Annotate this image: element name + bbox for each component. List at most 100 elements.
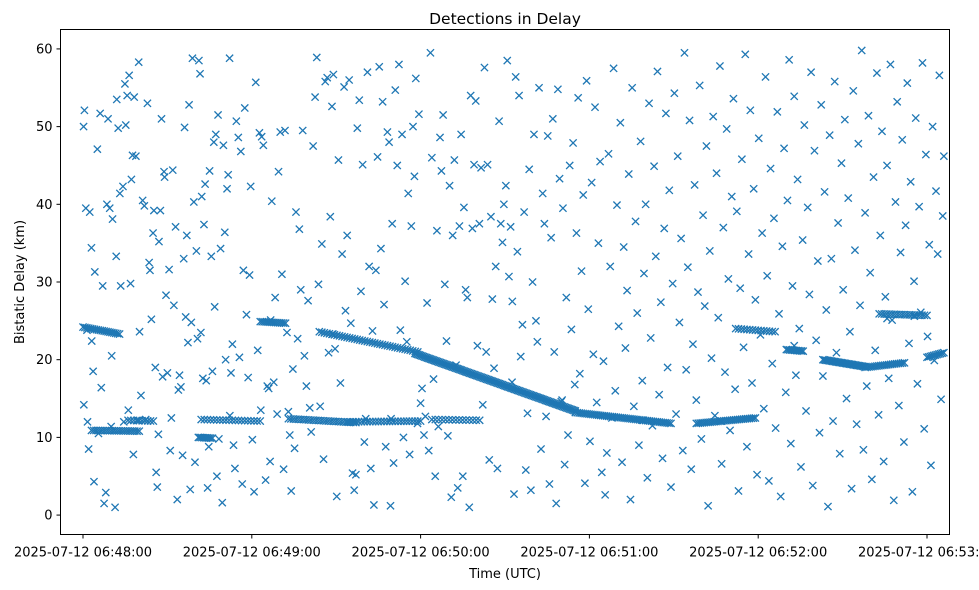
detection-marker: [574, 93, 583, 102]
detection-marker: [623, 286, 632, 295]
detection-marker: [277, 270, 286, 279]
detection-marker: [491, 262, 500, 271]
detection-marker: [904, 339, 914, 348]
detection-marker: [690, 180, 699, 189]
detection-marker: [830, 77, 839, 86]
detection-marker: [847, 484, 856, 493]
detection-marker: [698, 211, 708, 220]
detection-marker: [118, 182, 128, 191]
detection-marker: [867, 475, 876, 484]
detection-marker: [387, 414, 396, 423]
detection-marker: [834, 218, 843, 228]
detection-marker: [790, 92, 799, 101]
detection-marker: [839, 285, 848, 294]
detection-marker: [314, 280, 323, 289]
detection-marker: [248, 435, 257, 444]
detection-marker: [754, 134, 763, 143]
detection-marker: [871, 346, 880, 355]
detection-marker: [116, 281, 125, 290]
detection-marker: [434, 422, 443, 431]
detection-marker: [861, 208, 870, 217]
detection-marker: [437, 166, 446, 175]
detection-marker: [331, 344, 340, 353]
detection-marker: [120, 79, 129, 88]
detection-marker: [234, 133, 243, 142]
detection-marker: [343, 231, 352, 240]
detection-marker: [411, 74, 420, 83]
detection-marker: [526, 486, 535, 495]
detection-marker: [169, 301, 178, 310]
detection-marker: [896, 248, 905, 257]
detection-marker: [548, 114, 557, 123]
detection-marker: [288, 364, 297, 374]
detection-marker: [386, 501, 395, 510]
detection-marker: [533, 337, 542, 346]
detection-marker: [717, 417, 726, 426]
detection-marker: [668, 279, 677, 288]
detection-marker: [273, 410, 282, 419]
detection-marker: [356, 287, 366, 296]
detection-marker: [201, 180, 210, 189]
detection-marker: [459, 203, 468, 212]
detection-marker: [604, 149, 613, 158]
detection-marker: [913, 379, 922, 388]
detection-marker: [928, 122, 937, 131]
detection-marker: [399, 433, 408, 442]
detection-marker: [290, 444, 299, 453]
detection-marker: [859, 445, 868, 454]
detection-marker: [677, 234, 686, 243]
detection-marker: [660, 224, 669, 233]
detection-marker: [683, 263, 692, 272]
detection-marker: [282, 328, 292, 337]
detection-marker: [251, 78, 260, 87]
detection-marker: [285, 430, 294, 440]
detection-marker: [911, 114, 920, 123]
detection-marker: [673, 152, 682, 161]
detection-marker: [900, 358, 909, 367]
detection-marker: [366, 464, 375, 473]
detection-marker: [922, 311, 932, 320]
detection-marker: [131, 152, 140, 161]
detection-marker: [714, 313, 723, 322]
detection-marker: [507, 378, 517, 387]
detection-marker: [498, 238, 507, 247]
detection-marker: [221, 355, 230, 364]
detection-marker: [534, 83, 544, 92]
detection-marker: [590, 103, 600, 112]
detection-marker: [440, 280, 449, 289]
detection-marker: [915, 202, 924, 211]
detection-marker: [898, 135, 907, 144]
detection-marker: [213, 110, 223, 120]
detection-marker: [461, 416, 471, 425]
detection-marker: [319, 455, 328, 464]
detection-marker: [443, 431, 452, 440]
detection-marker: [417, 384, 427, 393]
detection-marker: [463, 293, 472, 302]
detection-marker: [138, 196, 147, 205]
detection-marker: [126, 279, 135, 288]
detection-marker: [264, 384, 273, 393]
detection-marker: [592, 398, 601, 407]
detection-marker: [140, 201, 149, 210]
detection-marker: [166, 446, 175, 455]
detection-marker: [186, 485, 195, 494]
detection-marker: [614, 322, 623, 331]
detection-marker: [685, 116, 694, 125]
detection-marker: [149, 417, 158, 426]
detection-marker: [751, 413, 760, 423]
detection-marker: [209, 415, 218, 424]
detection-marker: [426, 48, 435, 57]
detection-marker: [468, 416, 477, 425]
detection-marker: [918, 58, 927, 67]
detection-marker: [441, 415, 450, 424]
detection-marker: [279, 318, 288, 328]
detection-marker: [83, 417, 92, 426]
detection-marker: [413, 419, 422, 428]
detection-marker: [375, 62, 384, 71]
detection-marker: [823, 502, 833, 511]
detection-marker: [584, 305, 593, 314]
detection-marker: [161, 291, 171, 300]
detection-marker: [115, 189, 124, 198]
detection-marker: [209, 138, 218, 147]
detection-marker: [837, 159, 846, 168]
